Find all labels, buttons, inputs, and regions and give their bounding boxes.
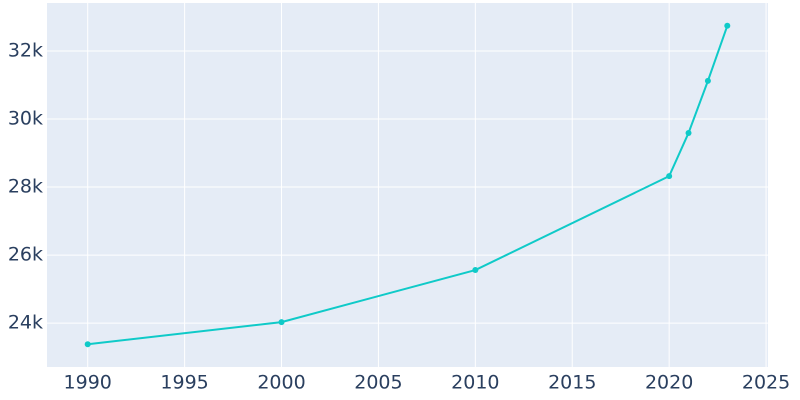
x-tick-label: 2005 [354,372,402,394]
point [666,173,673,180]
point [685,129,692,136]
y-tick-label: 24k [8,312,43,334]
x-tick-label: 2010 [451,372,499,394]
x-tick-label: 2000 [257,372,305,394]
x-tick-label: 2020 [645,372,693,394]
point [472,267,479,274]
point [704,77,711,84]
point [84,341,91,348]
point [278,319,285,326]
plot-area [47,3,768,367]
x-tick-label: 2015 [548,372,596,394]
point [724,22,731,29]
x-tick-label: 2025 [742,372,790,394]
x-tick-label: 1995 [160,372,208,394]
x-tick-label: 1990 [64,372,112,394]
y-tick-label: 30k [8,108,43,130]
y-tick-label: 32k [8,39,43,61]
y-tick-label: 26k [8,244,43,266]
y-tick-label: 28k [8,176,43,198]
